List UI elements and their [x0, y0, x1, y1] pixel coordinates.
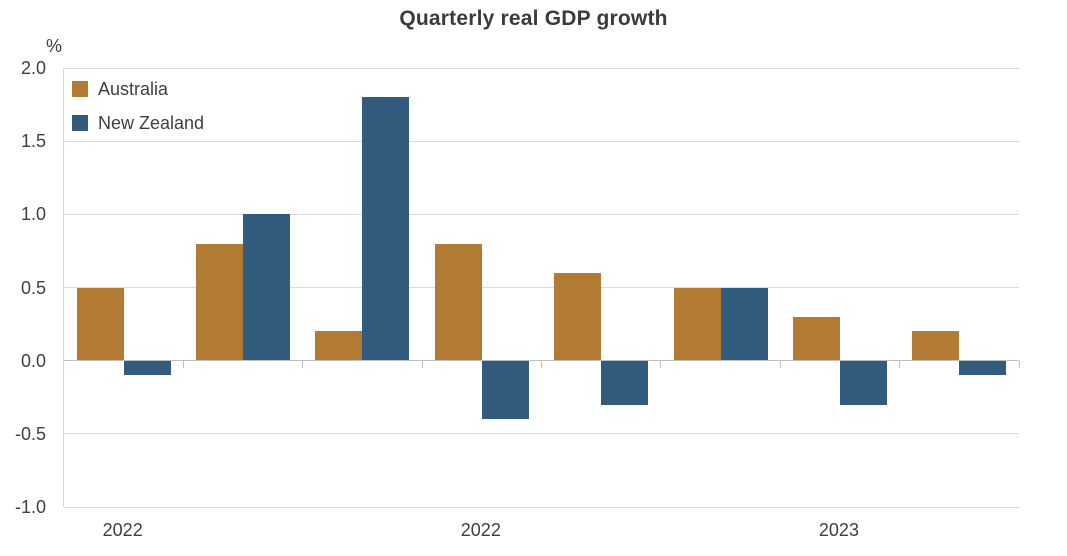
bar-australia-q8 [912, 331, 960, 361]
y-axis-tick-label: 2.0 [20, 58, 46, 78]
bar-australia-q4 [434, 243, 482, 361]
y-axis-tick-label: 1.5 [20, 131, 46, 152]
legend-label-new-zealand: New Zealand [98, 112, 205, 133]
x-axis-tick-label: 2023 [818, 520, 859, 540]
x-axis-tickmark [541, 360, 542, 368]
chart-title: Quarterly real GDP growth [399, 7, 668, 30]
legend-item-australia: Australia [72, 76, 204, 102]
bar-australia-q3 [315, 331, 363, 361]
bar-new-zealand-q6 [720, 287, 768, 361]
gridline [64, 140, 1019, 142]
x-axis-tickmark [182, 360, 184, 368]
bar-new-zealand-q1 [123, 360, 171, 376]
bar-new-zealand-q2 [243, 214, 291, 361]
bar-new-zealand-q7 [839, 360, 887, 405]
australia-color-swatch [72, 81, 88, 97]
bar-new-zealand-q8 [959, 360, 1007, 376]
bar-australia-q7 [792, 316, 840, 361]
x-axis-tick-label: 2022 [460, 520, 501, 540]
y-axis-unit-label: % [46, 36, 63, 56]
y-axis-tick-label: 1.0 [20, 204, 46, 225]
new-zealand-color-swatch [72, 115, 88, 131]
x-axis-tickmark [1018, 360, 1020, 368]
bar-australia-q2 [196, 243, 244, 361]
y-axis-tick-label: 0.5 [20, 277, 46, 298]
gridline [64, 213, 1019, 215]
gridline [64, 287, 1019, 288]
bar-australia-q1 [76, 287, 124, 361]
bar-new-zealand-q5 [601, 360, 649, 405]
x-axis-tickmark [660, 360, 662, 368]
gridline [64, 67, 1019, 69]
x-axis-tick-label: 2022 [102, 520, 143, 540]
legend-label-australia: Australia [98, 78, 169, 99]
bar-australia-q6 [673, 287, 721, 361]
y-axis-tick-label: -0.5 [14, 423, 46, 444]
y-axis-tick-label: -1.0 [14, 497, 46, 517]
x-axis-tickmark [779, 360, 781, 368]
x-axis-tickmark [421, 360, 423, 368]
bar-new-zealand-q4 [481, 360, 529, 420]
legend: Australia New Zealand [72, 76, 204, 144]
bar-new-zealand-q3 [362, 97, 410, 361]
x-axis-tickmark [899, 360, 901, 368]
y-axis-tick-label: 0.0 [20, 350, 46, 371]
bar-australia-q5 [554, 272, 602, 361]
plot-area [63, 67, 1020, 508]
gridline [64, 506, 1019, 508]
x-axis-tickmark [302, 360, 304, 368]
legend-item-new-zealand: New Zealand [72, 110, 204, 136]
gridline [64, 433, 1019, 435]
